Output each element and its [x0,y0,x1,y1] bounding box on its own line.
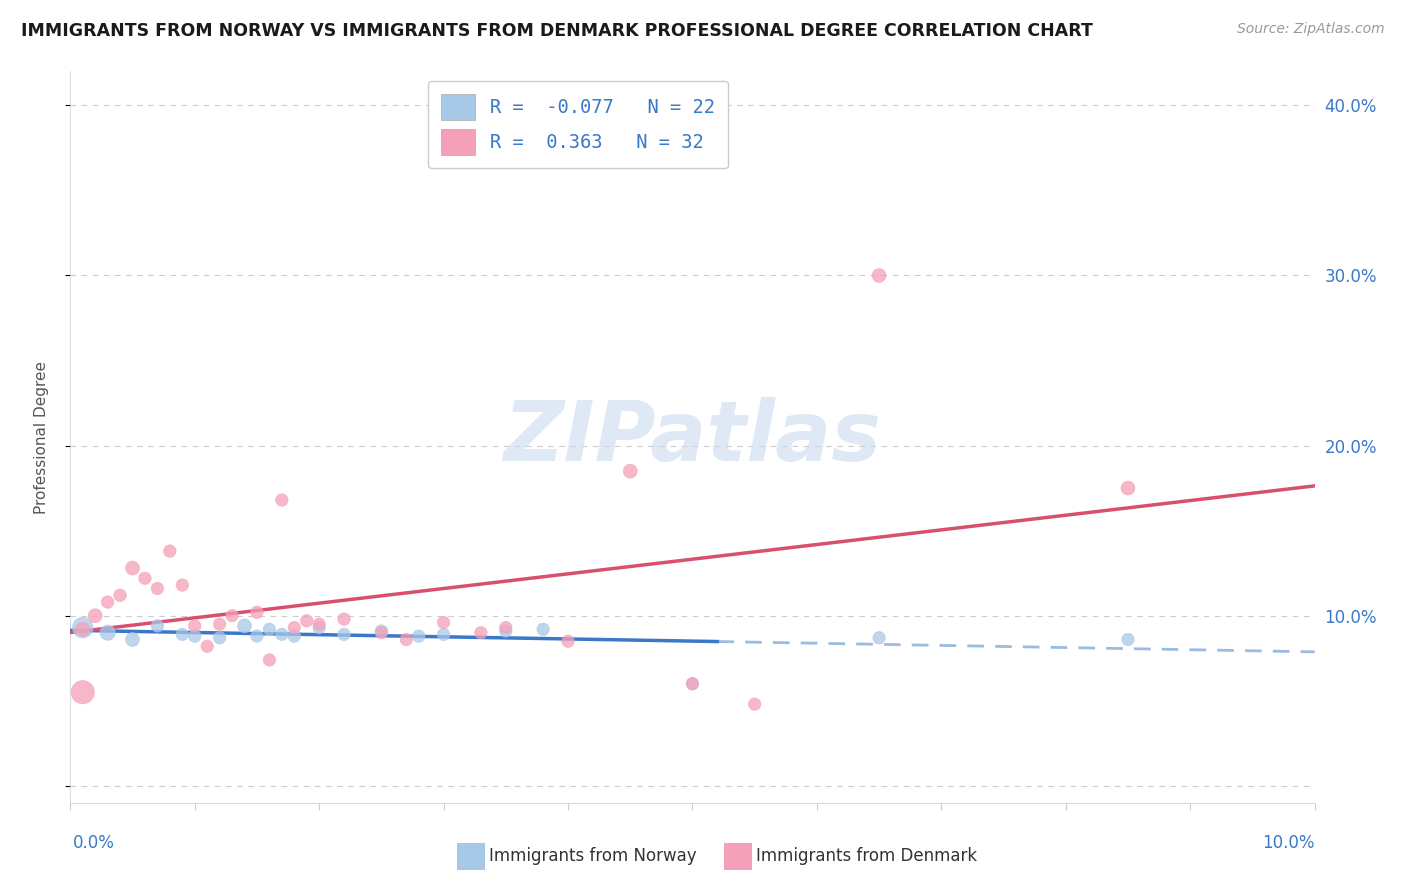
Y-axis label: Professional Degree: Professional Degree [35,360,49,514]
Text: Immigrants from Norway: Immigrants from Norway [489,847,697,865]
Point [682,677,704,691]
Point [408,629,430,643]
Point [221,608,243,623]
Point [259,653,281,667]
Point [159,544,181,558]
Point [283,621,305,635]
Point [97,595,120,609]
Point [121,561,143,575]
Text: Source: ZipAtlas.com: Source: ZipAtlas.com [1237,22,1385,37]
Text: 0.0%: 0.0% [73,834,115,852]
Point [270,627,292,641]
Point [433,627,456,641]
Point [108,588,131,602]
Point [370,624,392,638]
Point [72,622,94,636]
Point [146,582,169,596]
Point [370,625,392,640]
Point [495,624,517,638]
Point [183,629,207,643]
Point [333,627,356,641]
Point [183,619,207,633]
Legend: R =  -0.077   N = 22, R =  0.363   N = 32: R = -0.077 N = 22, R = 0.363 N = 32 [427,81,728,169]
Point [259,622,281,636]
Point [208,617,231,632]
Point [233,619,256,633]
Text: Immigrants from Denmark: Immigrants from Denmark [756,847,977,865]
Point [72,621,94,635]
Text: 10.0%: 10.0% [1263,834,1315,852]
Point [531,622,554,636]
Point [208,631,231,645]
Point [270,493,292,508]
Point [121,632,143,647]
Point [1116,632,1139,647]
Point [195,640,218,654]
Point [1116,481,1139,495]
Point [395,632,418,647]
Point [146,619,169,633]
Point [333,612,356,626]
Point [744,697,766,711]
Point [72,685,94,699]
Point [470,625,492,640]
Text: ZIPatlas: ZIPatlas [503,397,882,477]
Point [172,578,194,592]
Point [495,621,517,635]
Point [246,605,269,619]
Point [433,615,456,630]
Point [246,629,269,643]
Point [868,631,890,645]
Point [134,571,156,585]
Point [557,634,579,648]
Point [868,268,890,283]
Point [682,677,704,691]
Point [295,614,318,628]
Point [97,625,120,640]
Point [84,608,107,623]
Text: IMMIGRANTS FROM NORWAY VS IMMIGRANTS FROM DENMARK PROFESSIONAL DEGREE CORRELATIO: IMMIGRANTS FROM NORWAY VS IMMIGRANTS FRO… [21,22,1092,40]
Point [308,617,330,632]
Point [283,629,305,643]
Point [619,464,641,478]
Point [308,621,330,635]
Point [172,627,194,641]
